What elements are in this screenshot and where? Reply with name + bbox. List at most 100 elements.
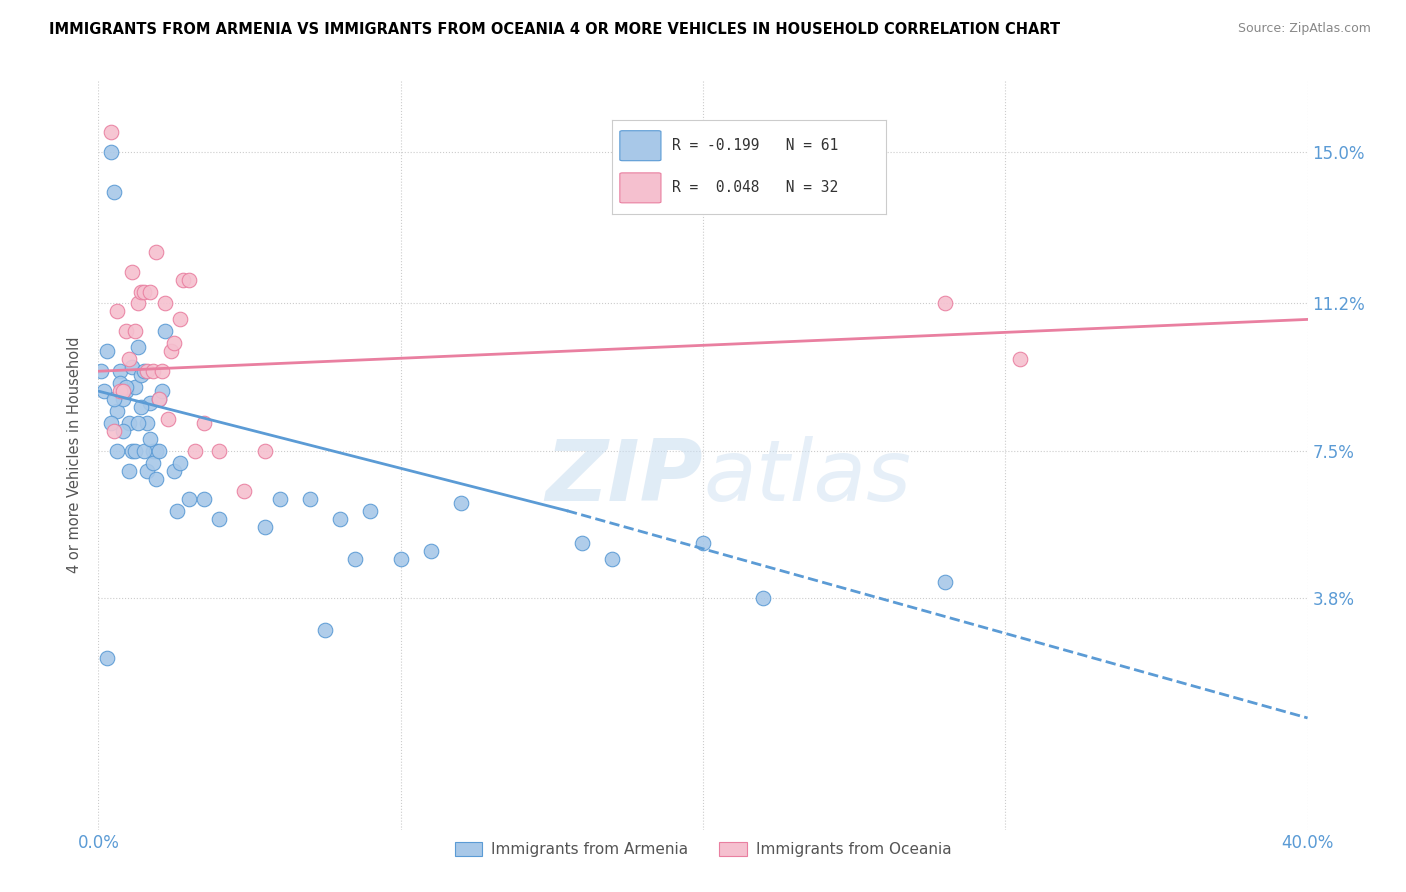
Point <box>360 504 382 518</box>
Point <box>93 384 115 399</box>
Point <box>179 272 201 286</box>
Point <box>193 416 215 430</box>
Point <box>105 304 128 318</box>
Point <box>118 464 141 478</box>
Point <box>127 416 149 430</box>
Point <box>135 364 157 378</box>
Point <box>160 344 183 359</box>
Point <box>132 285 155 299</box>
Point <box>108 364 131 378</box>
Point <box>169 312 191 326</box>
Point <box>132 444 155 458</box>
Point <box>139 285 162 299</box>
Point <box>344 551 367 566</box>
Point <box>193 491 215 506</box>
Point <box>121 444 143 458</box>
Point <box>145 472 167 486</box>
Point <box>124 444 146 458</box>
Point <box>100 125 122 139</box>
Point <box>299 491 322 506</box>
Point <box>118 352 141 367</box>
Point <box>692 535 714 549</box>
Point <box>232 483 254 498</box>
Point <box>105 444 128 458</box>
Point <box>111 424 134 438</box>
Point <box>121 264 143 278</box>
Point <box>156 412 179 426</box>
Point <box>124 324 146 338</box>
Y-axis label: 4 or more Vehicles in Household: 4 or more Vehicles in Household <box>67 336 83 574</box>
Point <box>172 272 194 286</box>
Point <box>166 504 188 518</box>
Point <box>253 444 276 458</box>
Point <box>142 364 165 378</box>
Point <box>135 464 157 478</box>
Point <box>127 340 149 354</box>
Point <box>934 296 956 310</box>
Point <box>135 416 157 430</box>
FancyBboxPatch shape <box>620 173 661 202</box>
Point <box>129 400 152 414</box>
Point <box>103 424 125 438</box>
Point <box>145 444 167 458</box>
Point <box>329 511 352 525</box>
Text: R =  0.048   N = 32: R = 0.048 N = 32 <box>672 180 838 195</box>
Point <box>100 416 122 430</box>
Point <box>103 185 125 199</box>
Point <box>148 444 170 458</box>
Point <box>153 324 176 338</box>
Point <box>169 456 191 470</box>
Point <box>124 380 146 394</box>
Point <box>163 336 186 351</box>
Point <box>105 404 128 418</box>
Point <box>139 432 162 446</box>
Point <box>103 392 125 406</box>
Point <box>602 551 624 566</box>
Text: atlas: atlas <box>703 436 911 519</box>
Point <box>208 444 231 458</box>
Point <box>752 591 775 606</box>
Point <box>96 344 118 359</box>
Point <box>253 519 276 533</box>
Point <box>90 364 112 378</box>
FancyBboxPatch shape <box>620 131 661 161</box>
Point <box>389 551 412 566</box>
Point <box>139 396 162 410</box>
Text: R = -0.199   N = 61: R = -0.199 N = 61 <box>672 138 838 153</box>
Point <box>114 324 136 338</box>
Point <box>145 244 167 259</box>
Point <box>127 296 149 310</box>
Point <box>150 384 173 399</box>
Point <box>108 384 131 399</box>
Point <box>934 575 956 590</box>
Point <box>132 364 155 378</box>
Point <box>184 444 207 458</box>
Point <box>208 511 231 525</box>
Point <box>100 145 122 159</box>
Point <box>142 444 165 458</box>
Point <box>129 285 152 299</box>
Point <box>148 392 170 406</box>
Point <box>571 535 593 549</box>
Point <box>114 384 136 399</box>
Point <box>450 496 472 510</box>
Point <box>179 491 201 506</box>
Point <box>142 456 165 470</box>
Point <box>314 624 336 638</box>
Point <box>114 380 136 394</box>
Point <box>150 364 173 378</box>
Point <box>163 464 186 478</box>
Point <box>269 491 291 506</box>
Point <box>1010 352 1032 367</box>
Legend: Immigrants from Armenia, Immigrants from Oceania: Immigrants from Armenia, Immigrants from… <box>449 836 957 863</box>
Point <box>121 360 143 375</box>
Point <box>153 296 176 310</box>
Text: Source: ZipAtlas.com: Source: ZipAtlas.com <box>1237 22 1371 36</box>
Text: IMMIGRANTS FROM ARMENIA VS IMMIGRANTS FROM OCEANIA 4 OR MORE VEHICLES IN HOUSEHO: IMMIGRANTS FROM ARMENIA VS IMMIGRANTS FR… <box>49 22 1060 37</box>
Point <box>148 392 170 406</box>
Point <box>108 376 131 391</box>
Point <box>129 368 152 383</box>
Text: ZIP: ZIP <box>546 436 703 519</box>
Point <box>420 543 443 558</box>
Point <box>111 392 134 406</box>
